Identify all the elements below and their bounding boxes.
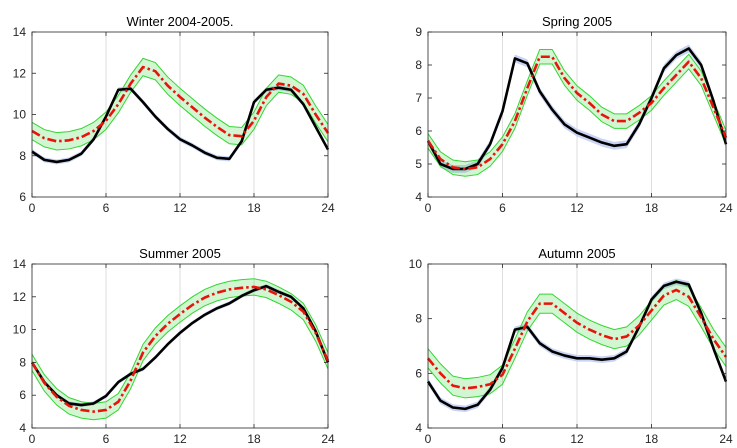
observed-line xyxy=(31,86,330,164)
predicted-line xyxy=(30,285,330,413)
x-tick-label: 0 xyxy=(29,201,36,215)
prediction-band-upper xyxy=(427,48,727,163)
prediction-band-lower xyxy=(427,298,727,399)
x-tick-label: 6 xyxy=(499,201,506,215)
chart-title: Summer 2005 xyxy=(139,246,221,261)
y-tick-label: 7 xyxy=(415,91,422,105)
y-tick-label: 10 xyxy=(409,257,423,271)
y-tick-label: 8 xyxy=(415,312,422,326)
prediction-band-upper xyxy=(31,278,329,404)
y-tick-label: 5 xyxy=(415,157,422,171)
y-tick-label: 6 xyxy=(19,190,26,204)
y-tick-label: 10 xyxy=(13,323,27,337)
prediction-band xyxy=(32,278,328,420)
observed-line xyxy=(426,47,728,171)
x-tick-label: 12 xyxy=(570,201,584,215)
x-tick-label: 18 xyxy=(247,201,261,215)
observed-line xyxy=(30,284,330,407)
y-tick-label: 4 xyxy=(415,190,422,204)
x-tick-label: 6 xyxy=(103,201,110,215)
x-tick-label: 6 xyxy=(103,432,110,446)
y-tick-label: 14 xyxy=(13,25,27,39)
prediction-band-lower xyxy=(427,63,727,177)
y-tick-label: 12 xyxy=(13,290,27,304)
x-tick-label: 24 xyxy=(321,432,335,446)
x-tick-label: 24 xyxy=(719,432,733,446)
y-tick-label: 4 xyxy=(415,421,422,435)
chart-2: 0 6 12 18 24 4 5 6 7 8 9 Spring 2005 xyxy=(415,14,733,215)
chart-3: 0 6 12 18 24 4 6 8 10 12 14 Summer 2005 xyxy=(13,246,335,446)
chart-title: Winter 2004-2005. xyxy=(127,14,234,29)
y-tick-label: 14 xyxy=(13,257,27,271)
y-tick-label: 8 xyxy=(19,149,26,163)
predicted-line xyxy=(426,288,728,390)
prediction-band-lower xyxy=(31,294,329,421)
predicted-line xyxy=(426,55,728,171)
x-tick-label: 0 xyxy=(29,432,36,446)
predicted-line xyxy=(31,65,330,143)
y-tick-label: 6 xyxy=(415,366,422,380)
y-tick-label: 9 xyxy=(415,25,422,39)
x-tick-label: 18 xyxy=(645,432,659,446)
x-tick-label: 24 xyxy=(321,201,335,215)
x-tick-label: 18 xyxy=(247,432,261,446)
y-tick-label: 6 xyxy=(19,388,26,402)
x-tick-label: 12 xyxy=(173,201,187,215)
y-tick-label: 8 xyxy=(19,355,26,369)
y-tick-label: 10 xyxy=(13,108,27,122)
prediction-band-lower xyxy=(31,75,329,151)
y-tick-label: 8 xyxy=(415,58,422,72)
x-tick-label: 24 xyxy=(719,201,733,215)
chart-4: 0 6 12 18 24 4 6 8 10 Autumn 2005 xyxy=(409,246,733,446)
x-tick-label: 0 xyxy=(425,432,432,446)
x-tick-label: 18 xyxy=(645,201,659,215)
prediction-band-upper xyxy=(31,57,329,134)
prediction-band xyxy=(32,58,328,150)
y-tick-label: 6 xyxy=(415,124,422,138)
x-tick-label: 6 xyxy=(499,432,506,446)
observed-line xyxy=(426,280,728,411)
x-tick-label: 12 xyxy=(173,432,187,446)
chart-title: Spring 2005 xyxy=(542,14,612,29)
x-tick-label: 12 xyxy=(570,432,584,446)
x-tick-label: 0 xyxy=(425,201,432,215)
y-tick-label: 12 xyxy=(13,66,27,80)
prediction-band-upper xyxy=(427,279,727,380)
y-tick-label: 4 xyxy=(19,421,26,435)
chart-title: Autumn 2005 xyxy=(538,246,615,261)
